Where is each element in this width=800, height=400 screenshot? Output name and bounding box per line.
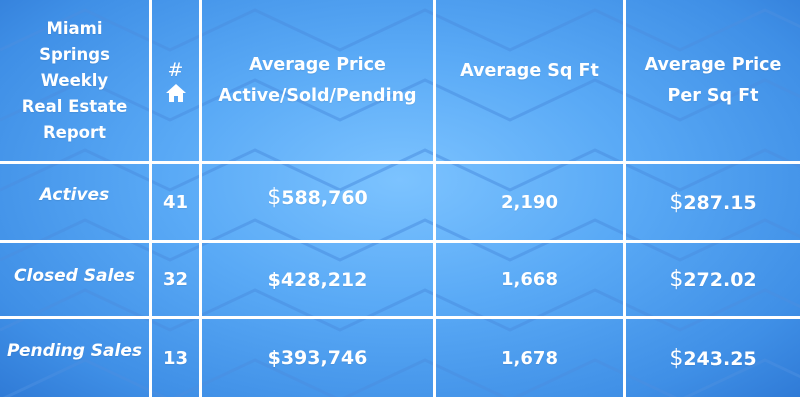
- title-line: Springs: [39, 44, 110, 64]
- count-value: 41: [162, 191, 189, 213]
- header-line: Average Sq Ft: [460, 61, 599, 81]
- avg-price-number: 588,760: [281, 186, 368, 209]
- row-label-text: Pending Sales: [6, 341, 142, 361]
- row-label-text: Closed Sales: [14, 265, 135, 286]
- avg-sqft-cell: 1,678: [436, 319, 623, 397]
- avg-price-value: $428,212: [267, 268, 368, 291]
- avg-price-value: $393,746: [267, 347, 368, 369]
- header-average-price-per-sqft: Average Price Per Sq Ft: [626, 0, 800, 161]
- dollar-sign: $: [267, 184, 282, 210]
- row-divider: [0, 316, 800, 319]
- header-average-sqft: Average Sq Ft: [436, 0, 623, 161]
- count-symbol: #: [167, 58, 184, 81]
- avg-sqft-cell: 1,668: [436, 243, 623, 316]
- row-divider: [0, 240, 800, 243]
- avg-price-value: $588,760: [267, 185, 368, 210]
- price-per-sqft-value: $272.02: [669, 267, 756, 292]
- header-line: Active/Sold/Pending: [218, 85, 417, 106]
- count-cell: 32: [152, 243, 199, 316]
- price-per-sqft-number: 243.25: [683, 347, 757, 370]
- column-divider: [149, 0, 152, 400]
- avg-sqft-value: 1,678: [501, 347, 558, 369]
- price-per-sqft-number: 272.02: [683, 269, 757, 291]
- header-average-price: Average Price Active/Sold/Pending: [202, 0, 433, 161]
- report-title: Miami Springs Weekly Real Estate Report: [0, 0, 149, 161]
- home-icon: [165, 83, 186, 102]
- avg-sqft-cell: 2,190: [436, 164, 623, 240]
- row-label-closed-sales: Closed Sales: [0, 243, 149, 316]
- row-label-actives: Actives: [0, 164, 149, 240]
- count-cell: 41: [152, 164, 199, 240]
- avg-price-cell: $393,746: [202, 319, 433, 397]
- dollar-sign: $: [669, 189, 684, 215]
- column-divider: [433, 0, 436, 400]
- row-label-pending-sales: Pending Sales: [0, 319, 149, 397]
- count-value: 13: [162, 347, 189, 369]
- count-cell: 13: [152, 319, 199, 397]
- avg-price-cell: $428,212: [202, 243, 433, 316]
- row-divider: [0, 161, 800, 164]
- count-value: 32: [162, 269, 189, 290]
- price-per-sqft-cell: $287.15: [626, 164, 800, 240]
- header-line: Average Price: [249, 54, 386, 75]
- row-divider: [0, 397, 800, 400]
- avg-sqft-value: 1,668: [501, 269, 558, 290]
- price-per-sqft-value: $287.15: [669, 190, 756, 215]
- title-line: Report: [42, 122, 107, 142]
- price-per-sqft-cell: $243.25: [626, 319, 800, 397]
- title-line: Weekly: [40, 70, 109, 90]
- avg-price-cell: $588,760: [202, 164, 433, 240]
- price-per-sqft-cell: $272.02: [626, 243, 800, 316]
- dollar-sign: $: [669, 267, 684, 292]
- title-line: Miami: [46, 18, 103, 38]
- price-per-sqft-number: 287.15: [683, 191, 757, 214]
- dollar-sign: $: [669, 345, 684, 371]
- row-label-text: Actives: [39, 185, 110, 205]
- count-header: #: [152, 0, 199, 161]
- column-divider: [623, 0, 626, 400]
- avg-sqft-value: 2,190: [501, 191, 558, 213]
- header-line: Average Price: [644, 54, 782, 75]
- column-divider: [199, 0, 202, 400]
- price-per-sqft-value: $243.25: [669, 346, 756, 371]
- title-line: Real Estate: [21, 96, 128, 116]
- header-line: Per Sq Ft: [667, 85, 759, 106]
